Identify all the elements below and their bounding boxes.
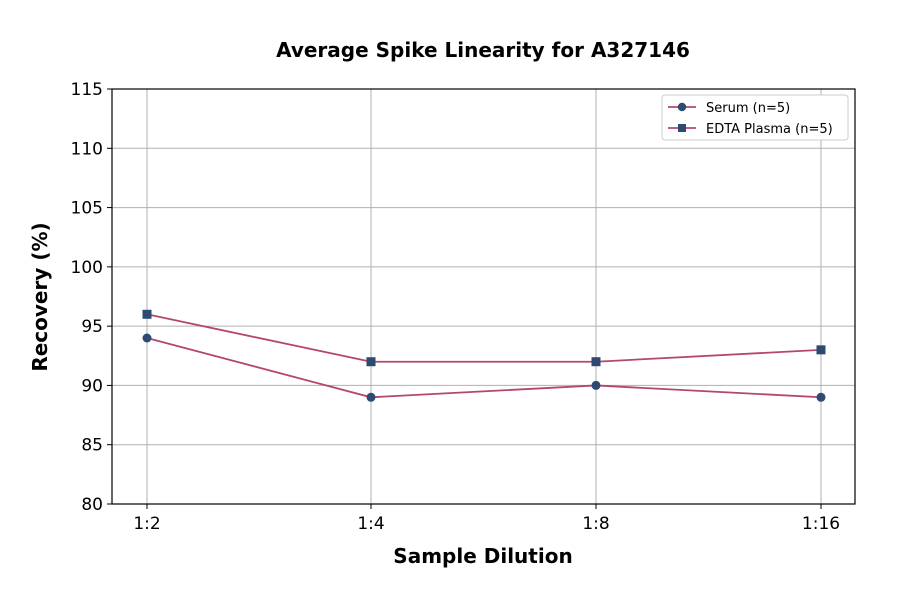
data-point-edta [366, 357, 376, 367]
y-tick-label: 90 [81, 376, 103, 396]
y-tick-label: 110 [71, 139, 103, 159]
x-tick-label: 1:4 [357, 514, 384, 534]
legend: Serum (n=5) EDTA Plasma (n=5) [661, 94, 849, 141]
x-axis-label: Sample Dilution [393, 544, 572, 568]
legend-label-edta: EDTA Plasma (n=5) [706, 122, 833, 137]
y-tick-label: 100 [71, 258, 103, 278]
series-group [142, 309, 826, 402]
y-tick-label: 80 [81, 495, 103, 515]
tick-labels: 80 85 90 95 100 105 110 115 1:2 1:4 1:8 1:16 [71, 80, 841, 534]
data-point-serum [816, 392, 826, 402]
series-line-0 [146, 337, 822, 399]
legend-marker-edta [678, 124, 686, 132]
y-tick-label: 105 [71, 199, 103, 219]
legend-marker-serum [677, 102, 687, 112]
series-line-1 [146, 313, 822, 363]
x-tick-label: 1:2 [133, 514, 160, 534]
data-point-serum [591, 380, 601, 390]
y-tick-label: 95 [81, 317, 103, 337]
y-axis-label: Recovery (%) [28, 222, 52, 371]
grid [112, 88, 855, 505]
data-point-serum [366, 392, 376, 402]
plot-frame [111, 88, 856, 505]
data-point-serum [142, 333, 152, 343]
data-point-edta [816, 345, 826, 355]
x-tick-label: 1:8 [582, 514, 609, 534]
chart-title: Average Spike Linearity for A327146 [276, 38, 690, 62]
x-tick-label: 1:16 [802, 514, 840, 534]
data-point-edta [142, 309, 152, 319]
legend-label-serum: Serum (n=5) [706, 101, 790, 116]
y-tick-label: 85 [81, 436, 103, 456]
data-point-edta [591, 357, 601, 367]
y-tick-label: 115 [71, 80, 103, 100]
legend-box [661, 94, 849, 141]
